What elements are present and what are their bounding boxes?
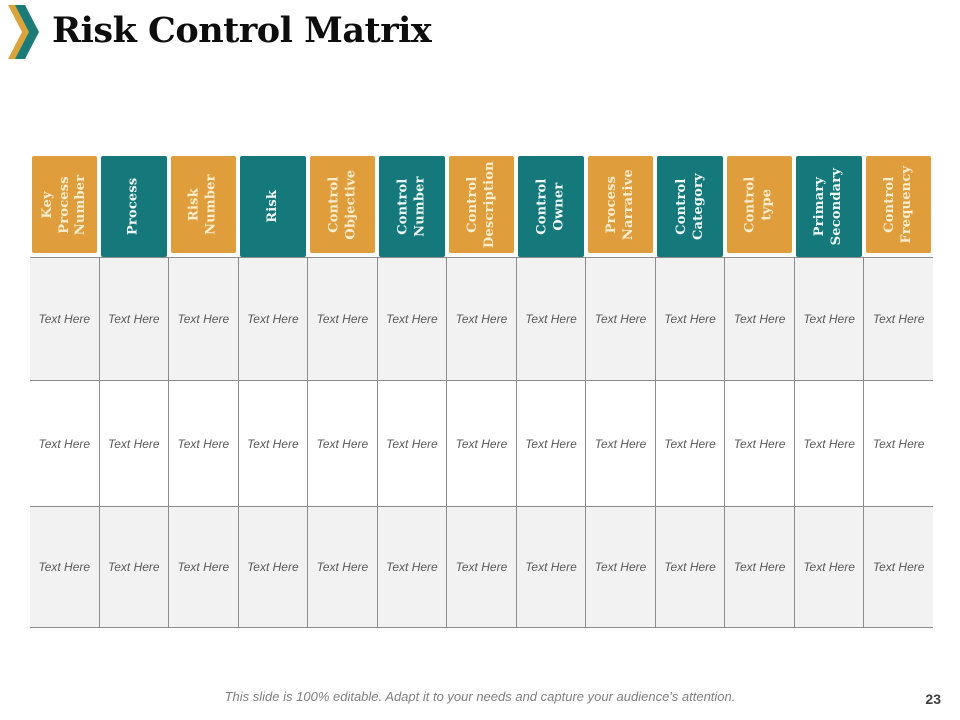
table-cell-placeholder[interactable]: Text Here: [654, 258, 725, 380]
column-header-label-wrap: Key Process Number: [32, 156, 97, 253]
column-header-process-narrative: Process Narrative: [587, 156, 654, 253]
column-header-label-wrap: Control Number: [379, 156, 444, 257]
table-cell-placeholder[interactable]: Text Here: [168, 381, 238, 506]
column-header-label-wrap: Control type: [727, 156, 792, 253]
column-header-label-wrap: Process Narrative: [588, 156, 653, 253]
table-cell-placeholder[interactable]: Text Here: [38, 436, 91, 451]
table-cell-placeholder[interactable]: Text Here: [724, 258, 794, 380]
table-cell-placeholder[interactable]: Text Here: [515, 507, 586, 627]
table-cell-placeholder[interactable]: Text Here: [307, 258, 377, 380]
table-cell-placeholder[interactable]: Text Here: [654, 381, 725, 506]
table-cell-placeholder[interactable]: Text Here: [793, 507, 864, 627]
table-cell-placeholder[interactable]: Text Here: [98, 381, 169, 506]
column-header-label-wrap: Risk: [240, 156, 305, 257]
column-header-label: Process Narrative: [603, 169, 636, 240]
table-cell-placeholder[interactable]: Text Here: [446, 258, 516, 380]
column-header-control-owner: Control Owner: [518, 156, 584, 257]
column-header-label-wrap: Control Frequency: [866, 156, 931, 253]
column-header-label: Control Description: [464, 161, 497, 248]
column-header-label: Key Process Number: [39, 174, 89, 235]
table-cell-placeholder[interactable]: Text Here: [724, 507, 794, 627]
table-cell-placeholder[interactable]: Text Here: [98, 507, 169, 627]
table-cell-placeholder[interactable]: Text Here: [515, 381, 586, 506]
column-header-label: Primary Secondary: [812, 167, 844, 246]
column-header-label: Control Number: [395, 176, 428, 237]
table-cell-placeholder[interactable]: Text Here: [446, 381, 516, 506]
table-cell-placeholder[interactable]: Text Here: [168, 258, 238, 380]
table-cell-placeholder[interactable]: Text Here: [515, 258, 586, 380]
column-header-label-wrap: Control Category: [657, 156, 722, 257]
column-header-control-category: Control Category: [657, 156, 723, 257]
risk-control-matrix-table: Key Process Number Process Risk Number Risk…: [30, 156, 933, 628]
table-cell-placeholder[interactable]: Text Here: [376, 507, 447, 627]
column-header-key-process-number: Key Process Number: [32, 156, 98, 253]
table-row: Text Here Text Here Text Here Text Here Text…: [30, 257, 933, 380]
column-header-label-wrap: Primary Secondary: [796, 156, 861, 257]
table-cell-placeholder[interactable]: Text Here: [446, 507, 516, 627]
column-header-label: Risk: [264, 190, 280, 223]
table-cell-placeholder[interactable]: Text Here: [585, 507, 655, 627]
table-cell-placeholder[interactable]: Text Here: [585, 381, 655, 506]
table-cell-placeholder[interactable]: Text Here: [863, 507, 933, 627]
column-header-label-wrap: Risk Number: [171, 156, 236, 253]
table-cell-placeholder[interactable]: Text Here: [38, 560, 91, 574]
column-header-label: Control Category: [673, 173, 705, 240]
column-header-risk-number: Risk Number: [170, 156, 237, 253]
column-header-label-wrap: Control Description: [449, 156, 514, 253]
table-cell-placeholder[interactable]: Text Here: [237, 381, 308, 506]
column-header-risk: Risk: [240, 156, 306, 257]
double-chevron-icon: [8, 5, 39, 59]
table-cell-placeholder[interactable]: Text Here: [376, 258, 447, 380]
table-cell-placeholder[interactable]: Text Here: [307, 507, 377, 627]
column-header-control-number: Control Number: [379, 156, 445, 257]
table-row: Text Here Text Here Text Here Text Here Text…: [30, 380, 933, 506]
table-cell-placeholder[interactable]: Text Here: [237, 258, 308, 380]
table-cell-placeholder[interactable]: Text Here: [863, 258, 933, 380]
chevron-back-icon: [8, 5, 32, 59]
column-header-primary-secondary: Primary Secondary: [796, 156, 862, 257]
table-header-row: Key Process Number Process Risk Number Risk…: [30, 156, 933, 257]
column-header-control-objective: Control Objective: [309, 156, 376, 253]
table-cell-placeholder[interactable]: Text Here: [585, 258, 655, 380]
column-header-label: Process: [125, 177, 141, 236]
column-header-label-wrap: Process: [101, 156, 166, 257]
table-cell-placeholder[interactable]: Text Here: [724, 381, 794, 506]
table-body: Text Here Text Here Text Here Text Here Text…: [30, 257, 933, 628]
table-cell-placeholder[interactable]: Text Here: [654, 507, 725, 627]
chevron-front-icon: [15, 5, 39, 59]
table-cell-placeholder[interactable]: Text Here: [793, 381, 864, 506]
table-cell-placeholder[interactable]: Text Here: [376, 381, 447, 506]
table-cell-placeholder[interactable]: Text Here: [793, 258, 864, 380]
column-header-label-wrap: Control Objective: [310, 156, 375, 253]
column-header-control-description: Control Description: [448, 156, 515, 253]
table-cell-placeholder[interactable]: Text Here: [98, 258, 169, 380]
column-header-process: Process: [101, 156, 167, 257]
column-header-label: Control Frequency: [881, 165, 914, 244]
column-header-control-type: Control type: [726, 156, 793, 253]
table-cell-placeholder[interactable]: Text Here: [863, 381, 933, 506]
column-header-label: Risk Number: [187, 174, 219, 235]
column-header-label: Control Objective: [325, 169, 358, 240]
column-header-label-wrap: Control Owner: [518, 156, 583, 257]
table-cell-placeholder[interactable]: Text Here: [307, 381, 377, 506]
table-cell-placeholder[interactable]: Text Here: [237, 507, 308, 627]
column-header-label: Control Owner: [534, 178, 567, 235]
column-header-label: Control type: [742, 176, 775, 233]
table-cell-placeholder[interactable]: Text Here: [38, 312, 91, 326]
column-header-control-frequency: Control Frequency: [865, 156, 932, 253]
table-row: Text Here Text Here Text Here Text Here Text…: [30, 506, 933, 627]
page-title: Risk Control Matrix: [52, 10, 432, 51]
page-number: 23: [925, 691, 941, 707]
table-cell-placeholder[interactable]: Text Here: [168, 507, 238, 627]
footer-note: This slide is 100% editable. Adapt it to…: [224, 689, 736, 704]
